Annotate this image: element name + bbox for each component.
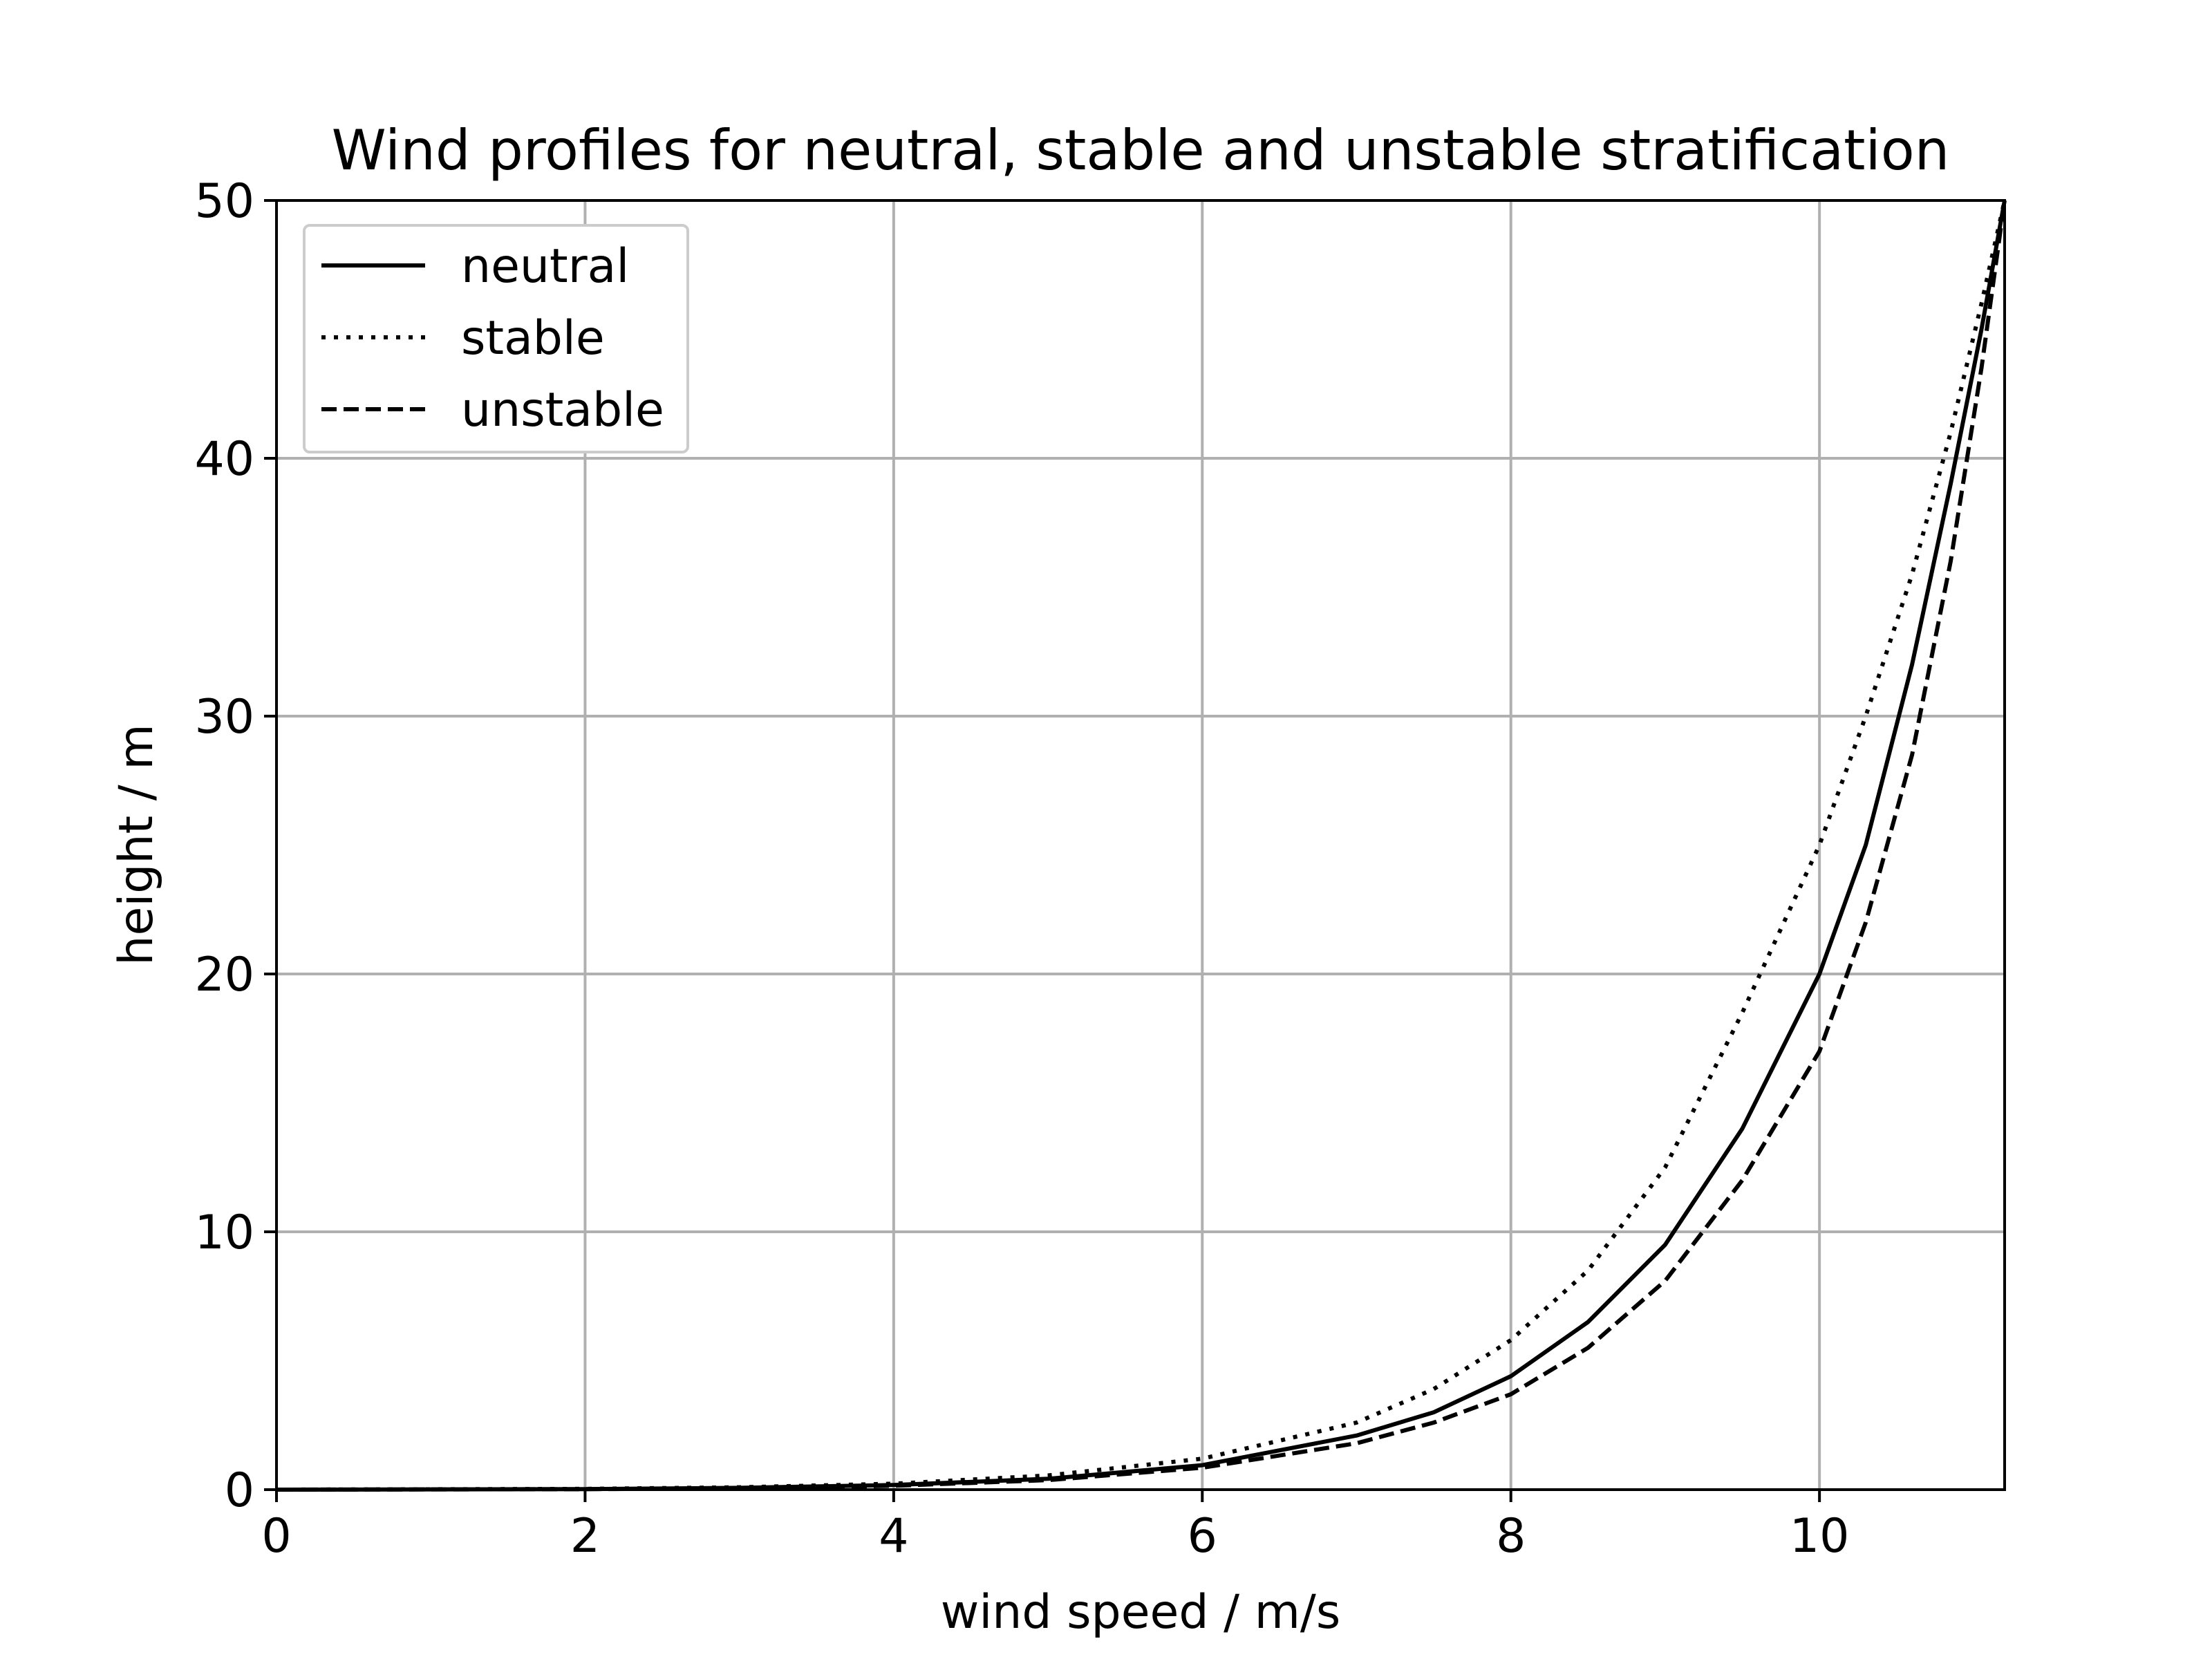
y-tick-label: 10	[194, 1206, 254, 1260]
grid	[275, 199, 2005, 1491]
x-tick-label: 10	[1790, 1509, 1850, 1564]
legend-label-stable: stable	[461, 311, 605, 366]
y-axis-label: height / m	[109, 724, 164, 965]
y-tick-label: 0	[225, 1463, 254, 1518]
plot-lines	[276, 200, 2007, 1492]
legend-box	[303, 224, 689, 453]
ticks: 0 2 4 6 8 10 0 10 20 30 40 50	[194, 174, 1849, 1564]
axes-frame	[275, 199, 2006, 1491]
y-tick-label: 50	[194, 174, 254, 229]
legend-label-neutral: neutral	[461, 239, 629, 294]
chart-title: Wind profiles for neutral, stable and un…	[332, 118, 1950, 182]
x-tick-label: 0	[261, 1509, 291, 1564]
legend-label-unstable: unstable	[461, 383, 664, 438]
series-line-unstable	[276, 200, 2007, 1492]
x-tick-label: 6	[1188, 1509, 1217, 1564]
y-tick-label: 30	[194, 690, 254, 744]
y-tick-label: 40	[194, 432, 254, 487]
legend: neutral stable unstable	[303, 224, 689, 453]
x-tick-label: 2	[570, 1509, 600, 1564]
x-tick-label: 8	[1496, 1509, 1526, 1564]
x-axis-label: wind speed / m/s	[941, 1585, 1341, 1640]
y-tick-label: 20	[194, 948, 254, 1002]
series-line-neutral	[276, 200, 2007, 1492]
x-tick-label: 4	[879, 1509, 908, 1564]
